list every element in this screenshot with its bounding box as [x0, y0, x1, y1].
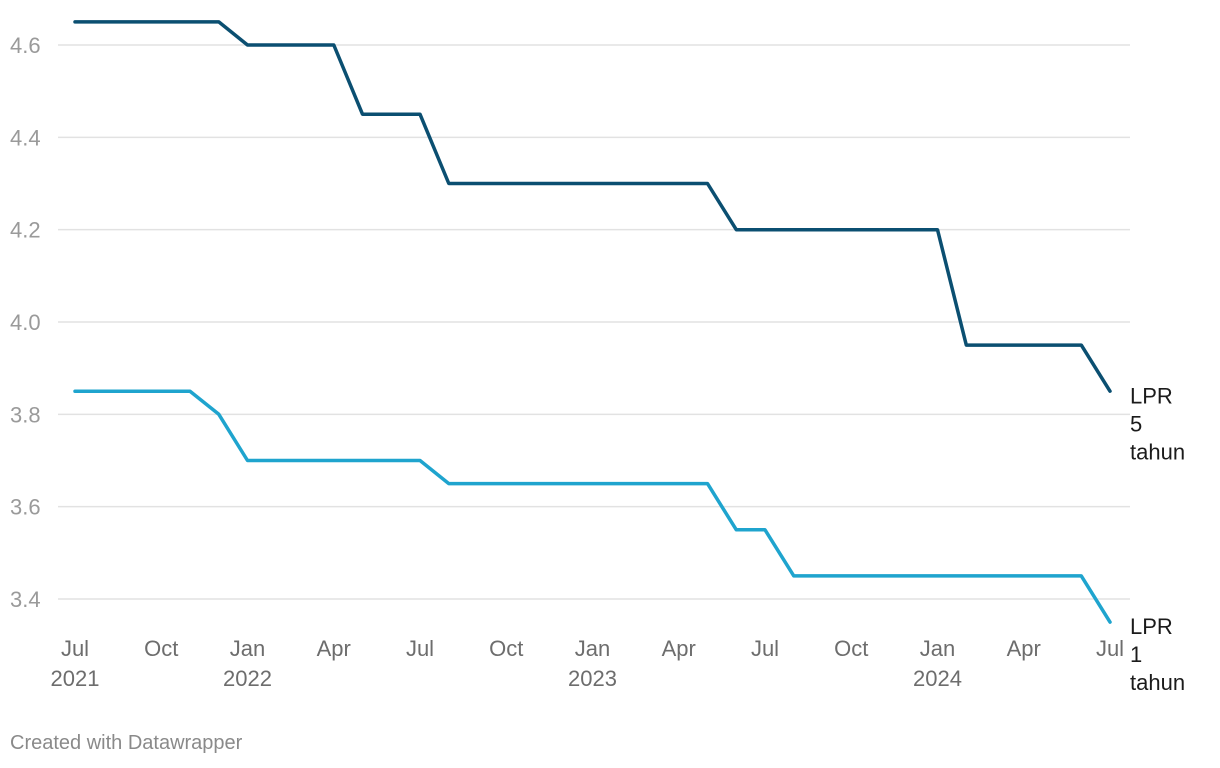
x-tick-label: Jan	[230, 636, 265, 661]
x-tick-year-label: 2023	[568, 666, 617, 691]
x-tick-label: Jan	[575, 636, 610, 661]
x-tick-label: Oct	[144, 636, 178, 661]
x-tick-label: Oct	[834, 636, 868, 661]
series-labels: LPR 5 tahun LPR 1 tahun	[1130, 383, 1185, 695]
y-tick-label: 3.4	[10, 587, 41, 612]
x-tick-year-label: 2024	[913, 666, 962, 691]
x-tick-label: Jul	[1096, 636, 1124, 661]
x-tick-label: Jul	[406, 636, 434, 661]
credit-text: Created with Datawrapper	[10, 732, 243, 754]
x-tick-label: Apr	[662, 636, 696, 661]
x-tick-label: Apr	[317, 636, 351, 661]
y-tick-label: 4.2	[10, 218, 41, 243]
series-lines	[73, 20, 1112, 624]
y-tick-label: 3.8	[10, 402, 41, 427]
x-tick-label: Oct	[489, 636, 523, 661]
x-axis: Jul 2021 Oct Jan 2022 Apr Jul Oct Jan 2023 Apr Jul O…	[51, 636, 1125, 691]
x-tick-label: Apr	[1007, 636, 1041, 661]
x-tick-label: Jan	[920, 636, 955, 661]
x-tick-label: Jul	[751, 636, 779, 661]
y-tick-label: 4.6	[10, 33, 41, 58]
series-line	[73, 389, 1112, 624]
y-tick-label: 4.4	[10, 125, 41, 150]
y-tick-label: 3.6	[10, 495, 41, 520]
series-line	[73, 20, 1112, 393]
series-end-label: LPR 5 tahun	[1130, 383, 1185, 464]
y-tick-label: 4.0	[10, 310, 41, 335]
gridlines	[58, 44, 1130, 600]
series-end-label: LPR 1 tahun	[1130, 614, 1185, 695]
x-tick-year-label: 2021	[51, 666, 100, 691]
x-tick-label: Jul	[61, 636, 89, 661]
x-tick-year-label: 2022	[223, 666, 272, 691]
y-axis: 3.4 3.6 3.8 4.0 4.2 4.4 4.6	[10, 33, 41, 612]
